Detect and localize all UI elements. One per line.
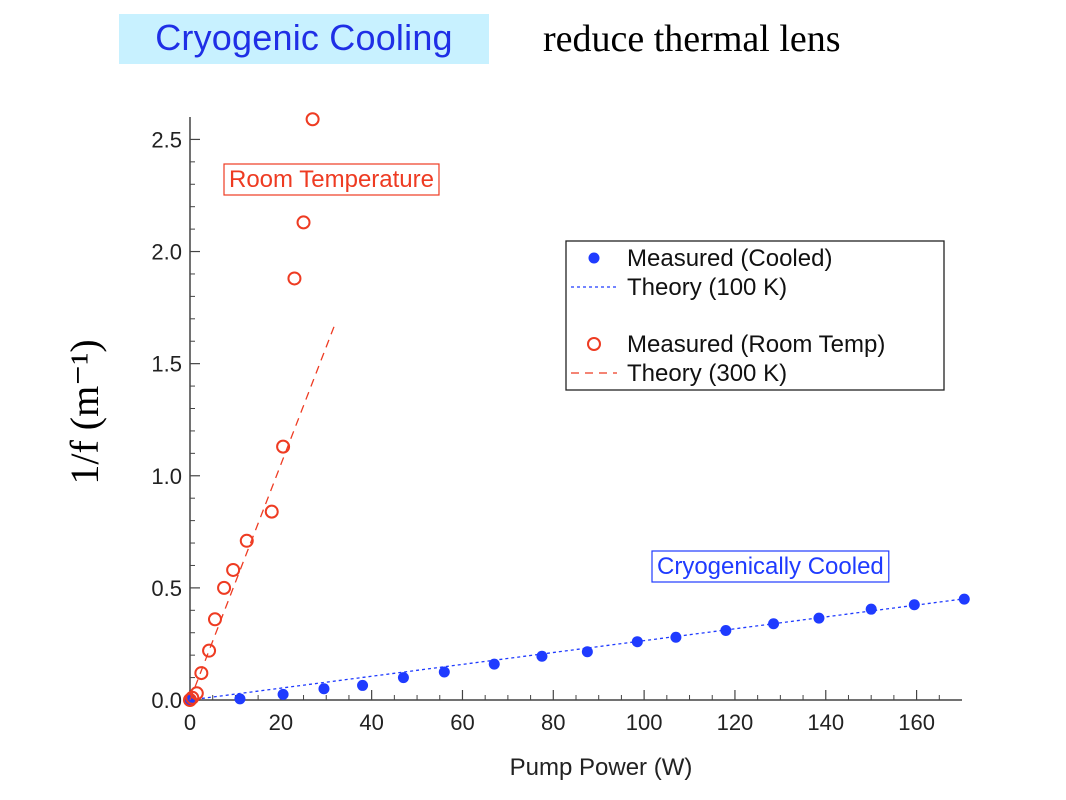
data-point-measured-cooled (318, 683, 330, 695)
x-tick-label: 140 (807, 710, 844, 735)
x-tick-label: 120 (717, 710, 754, 735)
data-point-measured-room-temp (287, 271, 302, 286)
data-point-measured-room-temp (226, 562, 241, 577)
data-point-measured-cooled (277, 688, 289, 700)
data-point-measured-cooled (357, 679, 369, 691)
data-point-measured-room-temp (207, 612, 222, 627)
slide-subtitle: reduce thermal lens (543, 18, 841, 60)
x-tick-label: 20 (269, 710, 293, 735)
legend-marker-measured-cooled (588, 252, 600, 264)
data-point-measured-cooled (670, 631, 682, 643)
data-point-measured-cooled (813, 612, 825, 624)
chart-axes: 0 20 40 60 80 100 120 140 160 0.0 0.5 1.0 1.5 2.0 2.5 (151, 117, 962, 735)
y-tick-label: 0.0 (151, 688, 182, 713)
data-point-measured-room-temp (264, 504, 279, 519)
x-tick-label: 0 (184, 710, 196, 735)
data-point-measured-room-temp (189, 686, 204, 701)
annotation-box-room (223, 163, 440, 196)
data-point-measured-cooled (958, 593, 970, 605)
chart-marks (183, 112, 970, 707)
data-point-measured-cooled (865, 603, 877, 615)
data-point-measured-room-temp (296, 215, 311, 230)
y-axis-label: 1/f (m⁻¹) (62, 339, 107, 484)
y-tick-label: 1.0 (151, 464, 182, 489)
x-axis-label: Pump Power (W) (510, 754, 693, 781)
legend-label-measured-cooled: Measured (Cooled) (627, 245, 832, 272)
data-point-measured-cooled (234, 693, 246, 705)
annotation-box-cooled (651, 550, 890, 583)
data-point-measured-room-temp (202, 643, 217, 658)
y-tick-label: 0.5 (151, 576, 182, 601)
x-tick-label: 80 (541, 710, 565, 735)
data-point-measured-room-temp (276, 439, 291, 454)
data-point-measured-cooled (397, 672, 409, 684)
y-tick-label: 2.5 (151, 127, 182, 152)
legend-label-theory-300-k: Theory (300 K) (627, 360, 787, 387)
data-point-measured-room-temp (217, 580, 232, 595)
annotation-cryogenically-cooled: Cryogenically Cooled (657, 553, 884, 580)
legend-box (565, 240, 945, 391)
chart-legend: Measured (Cooled)Theory (100 K) Measured … (565, 240, 945, 391)
data-point-measured-room-temp (194, 666, 209, 681)
legend-label-theory-100-k: Theory (100 K) (627, 274, 787, 301)
y-tick-label: 1.5 (151, 352, 182, 377)
legend-label-measured-room-temp: Measured (Room Temp) (627, 331, 885, 358)
series-line-theory-300-k (189, 323, 336, 701)
y-tick-label: 2.0 (151, 240, 182, 265)
data-point-measured-cooled (908, 599, 920, 611)
slide-title: Cryogenic Cooling (119, 14, 489, 64)
data-point-measured-cooled (536, 650, 548, 662)
x-tick-label: 100 (626, 710, 663, 735)
x-tick-label: 40 (359, 710, 383, 735)
x-tick-label: 160 (898, 710, 935, 735)
data-point-measured-room-temp (305, 112, 320, 127)
data-point-measured-room-temp (239, 533, 254, 548)
series-line-theory-100-k (189, 598, 963, 701)
data-point-measured-cooled (488, 658, 500, 670)
data-point-measured-room-temp (185, 690, 200, 705)
legend-marker-measured-room-temp (587, 337, 601, 351)
data-point-measured-cooled (438, 666, 450, 678)
annotation-room-temperature: Room Temperature (229, 166, 434, 193)
x-tick-label: 60 (450, 710, 474, 735)
